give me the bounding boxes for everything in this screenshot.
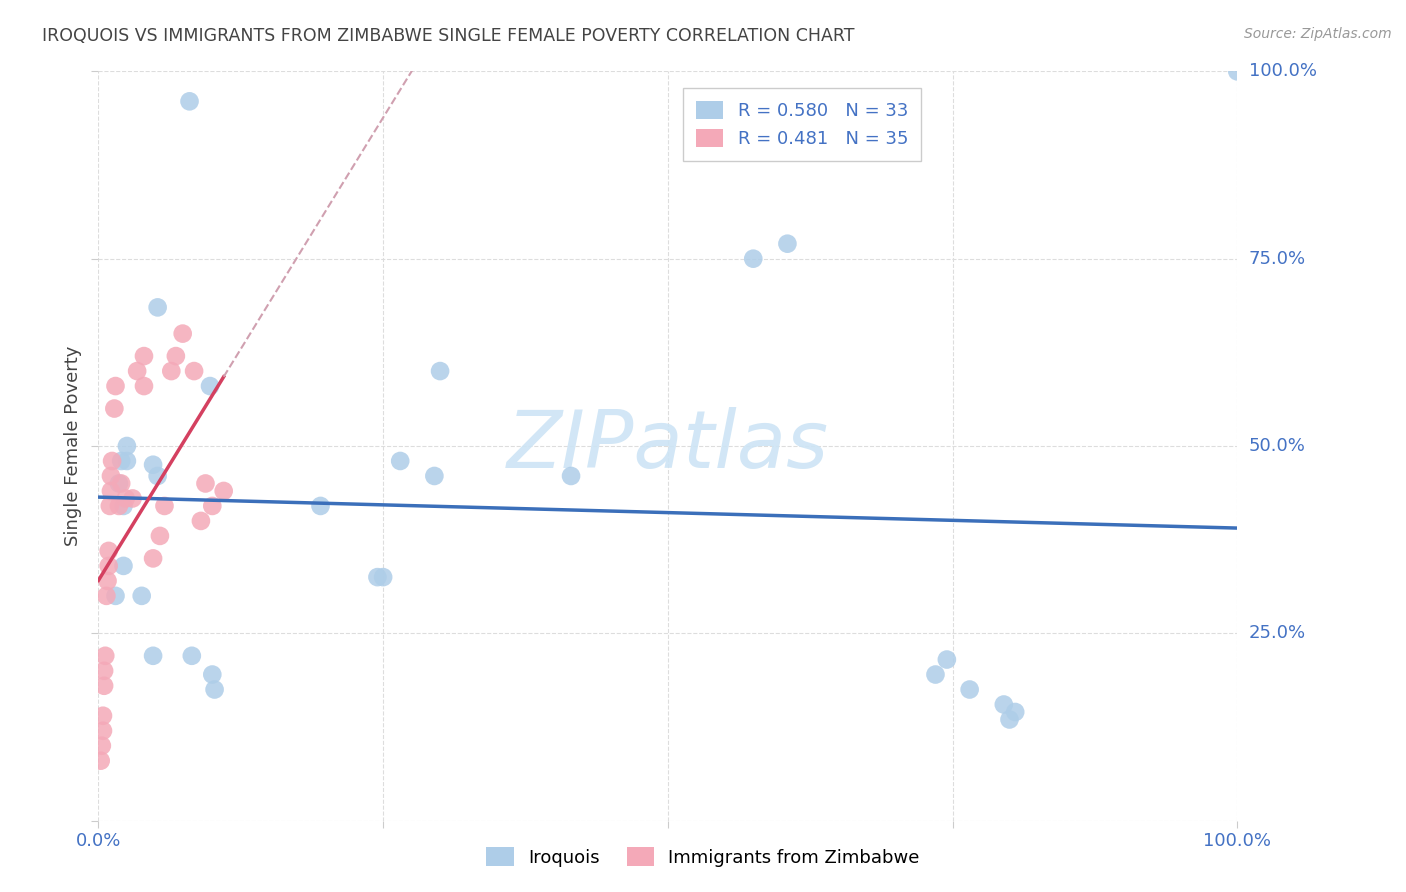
Point (110, 476, 132, 491)
Point (198, 379, 221, 393)
Point (115, 439, 138, 453)
Point (110, 454, 132, 468)
Point (1226, 64, 1249, 78)
Point (142, 551, 165, 566)
Point (142, 458, 165, 472)
Point (172, 326, 194, 341)
Point (104, 379, 127, 393)
Point (108, 499, 131, 513)
Y-axis label: Single Female Poverty: Single Female Poverty (63, 346, 82, 546)
Point (93, 664, 115, 678)
Point (742, 252, 765, 266)
Text: 50.0%: 50.0% (1249, 437, 1306, 455)
Point (935, 652, 957, 666)
Point (309, 499, 332, 513)
Point (103, 401, 125, 416)
Point (998, 713, 1021, 727)
Point (132, 349, 155, 363)
Point (142, 648, 165, 663)
Point (96, 574, 118, 588)
Point (165, 349, 187, 363)
Point (201, 499, 224, 513)
Point (97, 544, 120, 558)
Point (121, 491, 143, 506)
Point (153, 499, 176, 513)
Point (429, 364, 451, 378)
Point (149, 529, 172, 543)
Legend: Iroquois, Immigrants from Zimbabwe: Iroquois, Immigrants from Zimbabwe (479, 840, 927, 874)
Point (959, 682, 981, 697)
Point (201, 667, 224, 681)
Point (146, 301, 169, 315)
Point (183, 364, 205, 378)
Point (132, 379, 155, 393)
Text: IROQUOIS VS IMMIGRANTS FROM ZIMBABWE SINGLE FEMALE POVERTY CORRELATION CHART: IROQUOIS VS IMMIGRANTS FROM ZIMBABWE SIN… (42, 27, 855, 45)
Point (100, 469, 122, 483)
Point (100, 483, 122, 498)
Point (108, 476, 131, 491)
Point (194, 476, 217, 491)
Point (924, 667, 946, 681)
Point (112, 558, 135, 573)
Point (179, 95, 201, 109)
Point (180, 648, 202, 663)
Point (1004, 705, 1026, 719)
Point (371, 570, 394, 584)
Point (131, 589, 153, 603)
Point (101, 454, 124, 468)
Point (97, 558, 120, 573)
Point (423, 469, 446, 483)
Point (90, 754, 112, 768)
Point (146, 469, 169, 483)
Point (366, 570, 388, 584)
Point (560, 469, 582, 483)
Point (212, 483, 235, 498)
Point (160, 364, 183, 378)
Text: 25.0%: 25.0% (1249, 624, 1306, 642)
Point (112, 499, 135, 513)
Point (91, 723, 114, 738)
Point (127, 364, 149, 378)
Point (104, 589, 127, 603)
Point (114, 491, 136, 506)
Point (93, 679, 115, 693)
Point (993, 698, 1015, 712)
Text: Source: ZipAtlas.com: Source: ZipAtlas.com (1244, 27, 1392, 41)
Point (190, 514, 212, 528)
Point (96, 589, 118, 603)
Legend: R = 0.580   N = 33, R = 0.481   N = 35: R = 0.580 N = 33, R = 0.481 N = 35 (683, 88, 921, 161)
Point (115, 454, 138, 468)
Text: 100.0%: 100.0% (1249, 62, 1316, 80)
Point (389, 454, 412, 468)
Text: 75.0%: 75.0% (1249, 250, 1306, 268)
Text: ZIPatlas: ZIPatlas (506, 407, 830, 485)
Point (98, 499, 121, 513)
Point (204, 682, 226, 697)
Point (91, 708, 114, 723)
Point (94, 648, 117, 663)
Point (90, 739, 112, 753)
Point (776, 236, 799, 251)
